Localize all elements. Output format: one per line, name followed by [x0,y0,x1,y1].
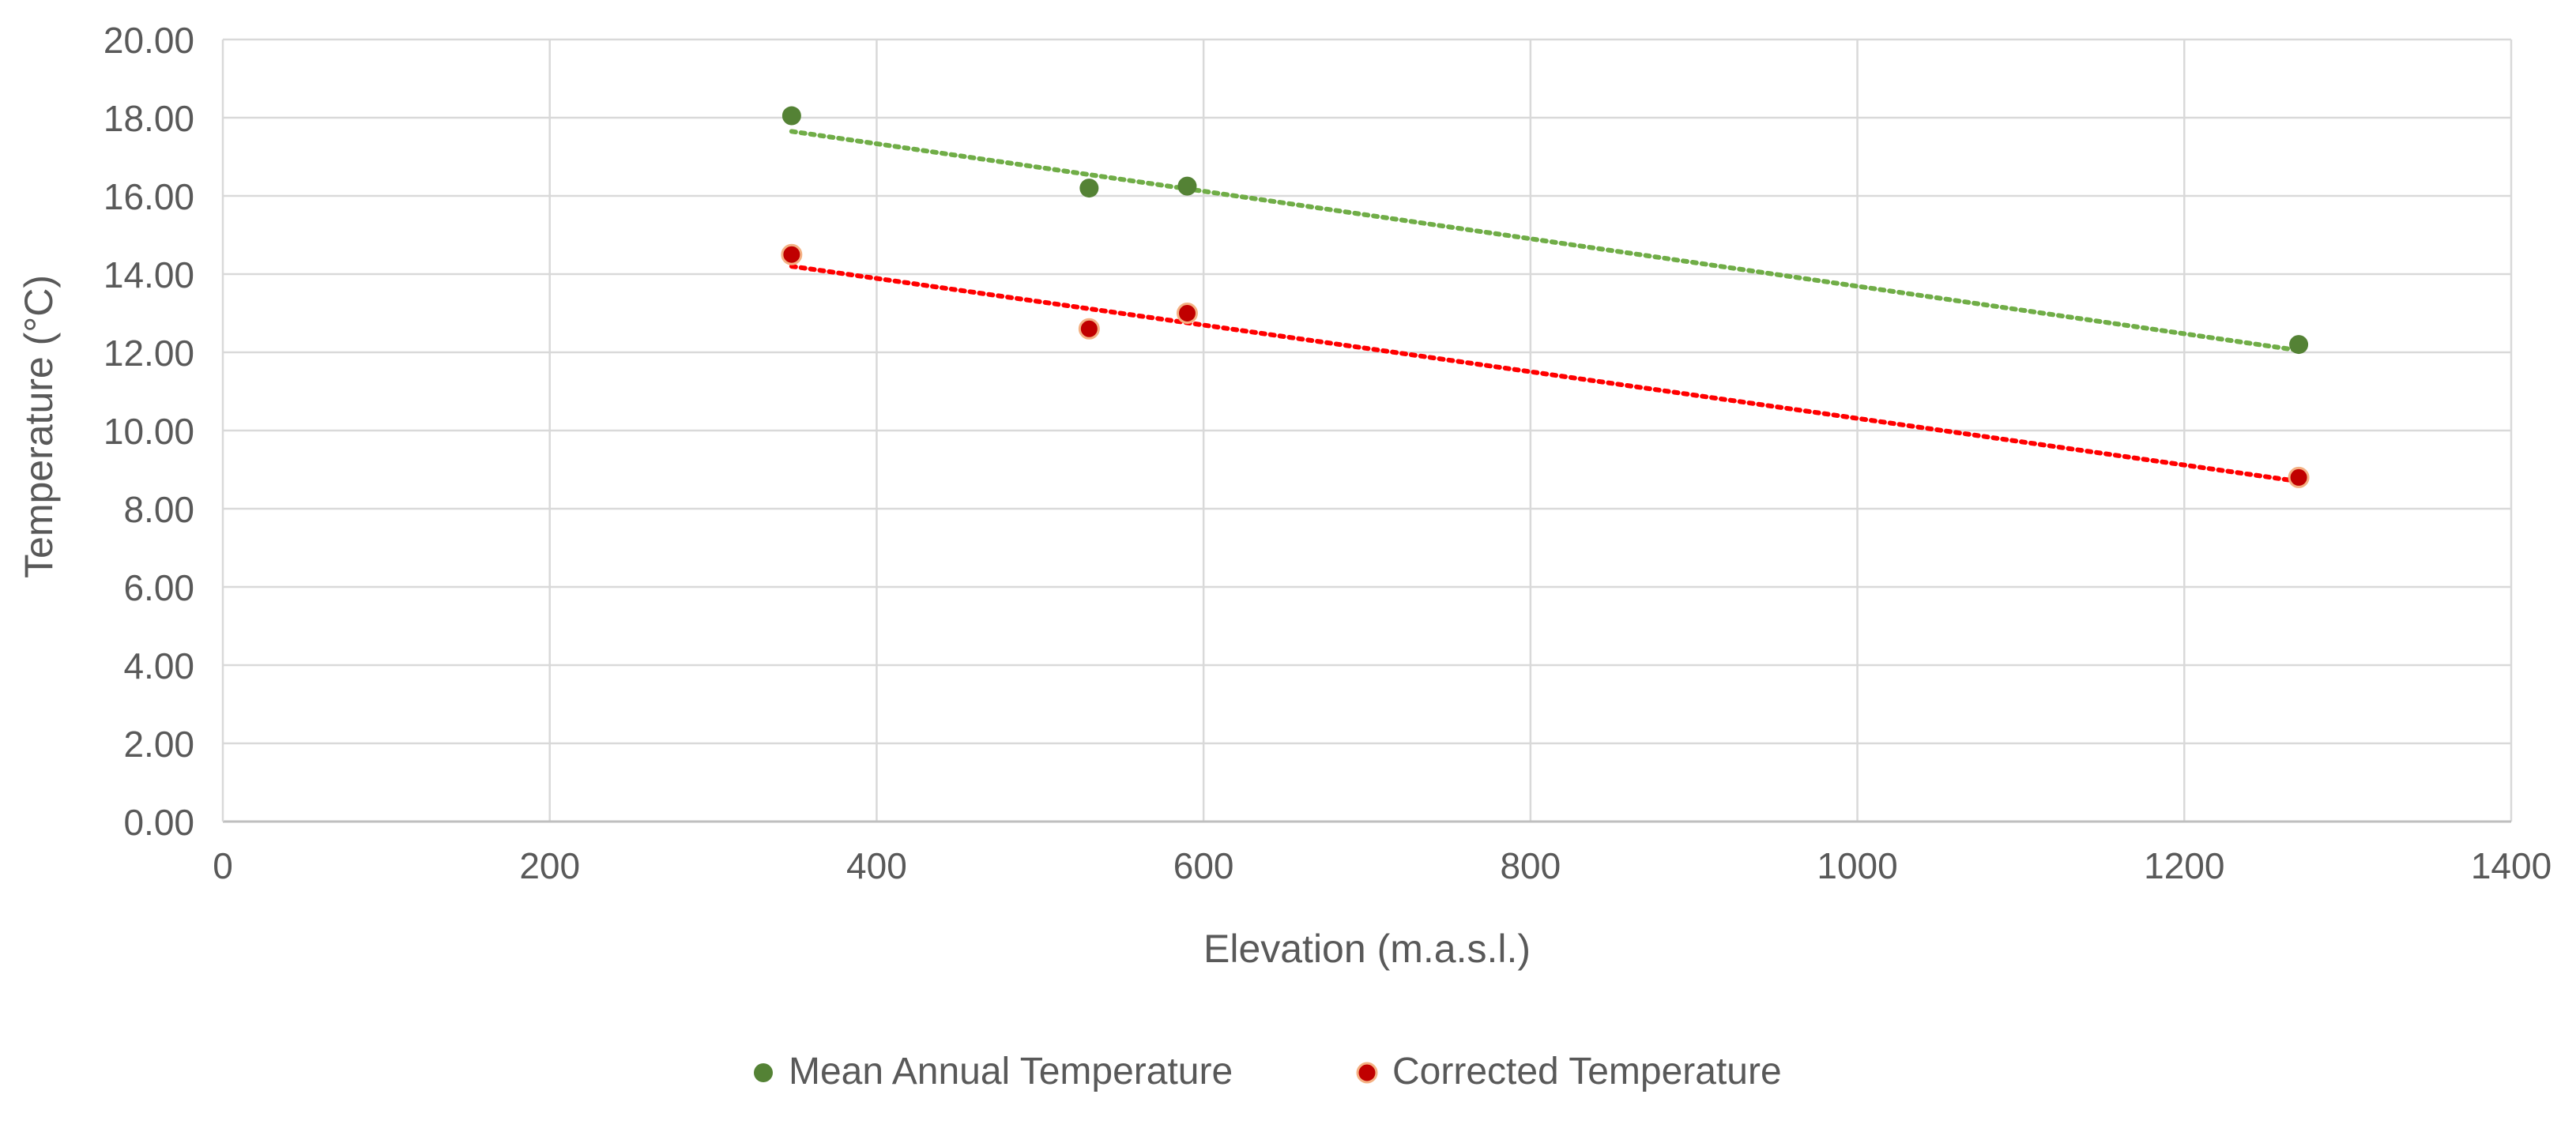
x-tick-label: 1400 [2471,845,2552,886]
point-corrected [1176,303,1198,324]
y-axis-title: Temperature (°C) [17,275,61,578]
trendline-mean-annual [789,129,2302,353]
gridlines [223,38,2513,822]
trendlines [789,129,2302,484]
y-tick-label: 14.00 [104,254,194,295]
y-tick-label: 18.00 [104,98,194,139]
x-axis-title: Elevation (m.a.s.l.) [1203,927,1531,971]
legend-marker-mean-annual [754,1063,773,1082]
y-tick-label: 8.00 [123,489,194,530]
x-tick-label: 1200 [2144,845,2224,886]
y-tick-label: 10.00 [104,411,194,452]
axes [221,39,2511,823]
point-mean-annual [1079,179,1099,198]
point-mean-annual [2289,335,2309,355]
point-corrected [2288,466,2310,488]
point-mean-annual [1177,176,1197,196]
x-tick-label: 400 [846,845,907,886]
point-corrected [1078,318,1100,340]
x-tick-label: 1000 [1817,845,1897,886]
x-tick-label: 200 [519,845,580,886]
point-corrected [781,243,803,265]
legend: Mean Annual Temperature Corrected Tempera… [754,1051,1782,1093]
legend-label-corrected: Corrected Temperature [1392,1051,1782,1093]
y-tick-label: 6.00 [123,567,194,608]
y-tick-label: 0.00 [123,802,194,843]
legend-marker-corrected [1356,1062,1378,1084]
legend-label-mean-annual: Mean Annual Temperature [789,1051,1233,1093]
x-tick-label: 600 [1173,845,1234,886]
tick-labels: 0.00 2.00 4.00 6.00 8.00 10.00 12.00 14.00 16.00… [104,20,2552,886]
y-tick-label: 16.00 [104,176,194,217]
trendline-corrected [789,264,2302,484]
x-tick-label: 800 [1500,845,1561,886]
y-tick-label: 2.00 [123,724,194,765]
y-tick-label: 12.00 [104,333,194,374]
y-tick-label: 4.00 [123,645,194,686]
y-tick-label: 20.00 [104,20,194,61]
point-mean-annual [781,106,801,126]
x-tick-label: 0 [213,845,233,886]
data-points [781,106,2310,488]
